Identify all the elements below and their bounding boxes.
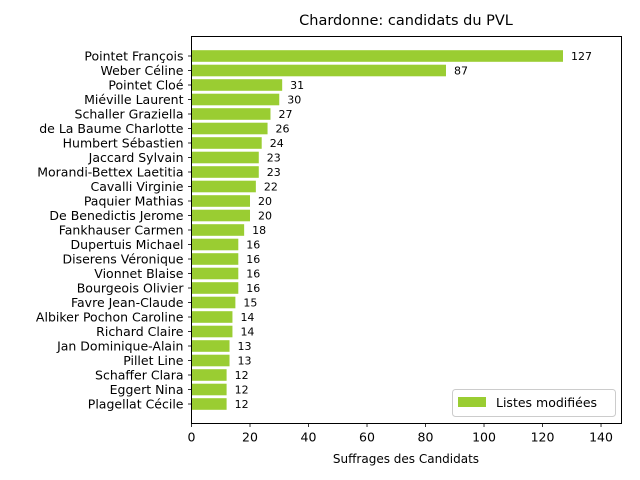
category-label: Bourgeois Olivier	[77, 281, 185, 296]
bar	[191, 79, 283, 91]
value-label: 127	[571, 50, 592, 63]
bar	[191, 122, 268, 135]
category-label: Pillet Line	[123, 353, 184, 368]
value-label: 13	[238, 355, 252, 368]
bar	[191, 296, 236, 309]
legend: Listes modifiées	[452, 389, 616, 417]
x-tick-label: 140	[589, 430, 613, 445]
value-label: 12	[235, 369, 249, 382]
axes-frame	[191, 36, 622, 424]
bar	[191, 195, 251, 207]
bar	[191, 137, 262, 149]
value-label: 27	[278, 108, 292, 121]
legend-entry-label: Listes modifiées	[496, 395, 597, 410]
bar	[191, 354, 230, 367]
category-label: Albiker Pochon Caroline	[36, 310, 184, 325]
value-label: 13	[238, 340, 252, 353]
value-label: 30	[287, 94, 301, 107]
bar	[191, 166, 259, 178]
bar	[191, 340, 230, 352]
category-label: Richard Claire	[96, 324, 184, 339]
value-label: 31	[290, 79, 304, 92]
category-label: Pointet Cloé	[108, 78, 183, 93]
x-tick-label: 40	[301, 430, 317, 445]
x-tick-label: 20	[242, 430, 258, 445]
value-labels-group: 1278731302726242323222020181616161615141…	[235, 50, 592, 411]
bar	[191, 209, 251, 222]
category-label: Diserens Véronique	[63, 252, 184, 267]
x-axis-label: Suffrages des Candidats	[333, 452, 479, 466]
value-label: 87	[454, 65, 468, 78]
bar	[191, 180, 256, 193]
bar	[191, 267, 239, 280]
bar	[191, 282, 239, 294]
category-label: Vionnet Blaise	[94, 266, 184, 281]
bar	[191, 224, 245, 236]
bar	[191, 398, 227, 410]
value-label: 16	[246, 282, 260, 295]
x-tick-label: 0	[188, 430, 196, 445]
bar	[191, 50, 563, 62]
bar	[191, 383, 227, 396]
category-label: Fankhauser Carmen	[59, 223, 184, 238]
bar	[191, 325, 233, 338]
category-label: Weber Céline	[100, 63, 183, 78]
x-tick-label: 120	[531, 430, 555, 445]
x-tick-label: 80	[418, 430, 434, 445]
value-label: 16	[246, 268, 260, 281]
value-label: 15	[243, 297, 257, 310]
bar	[191, 253, 239, 265]
category-label: Humbert Sébastien	[63, 136, 184, 151]
category-label: Cavalli Virginie	[91, 179, 184, 194]
category-label: Jan Dominique-Alain	[56, 339, 183, 354]
value-label: 14	[240, 311, 254, 324]
legend-swatch	[458, 397, 486, 407]
value-label: 14	[240, 326, 254, 339]
category-label: De Benedictis Jerome	[49, 208, 183, 223]
category-label: Schaller Graziella	[75, 107, 184, 122]
category-label: Favre Jean-Claude	[71, 295, 184, 310]
bar	[191, 238, 239, 251]
value-label: 12	[235, 384, 249, 397]
x-axis-ticks-group: 0 20 40 60 80 100 120 140	[188, 423, 613, 445]
category-label: Schaffer Clara	[95, 368, 183, 383]
bar	[191, 311, 233, 323]
value-label: 24	[270, 137, 284, 150]
category-label: Miéville Laurent	[84, 92, 183, 107]
value-label: 23	[267, 166, 281, 179]
bar	[191, 64, 446, 77]
category-label: Paquier Mathias	[84, 194, 184, 209]
category-label: Dupertuis Michael	[71, 237, 184, 252]
category-label: Plagellat Cécile	[88, 397, 184, 412]
value-label: 23	[267, 152, 281, 165]
x-tick-label: 100	[472, 430, 496, 445]
value-label: 20	[258, 210, 272, 223]
value-label: 12	[235, 398, 249, 411]
value-label: 22	[264, 181, 278, 194]
value-label: 20	[258, 195, 272, 208]
category-label: Morandi-Bettex Laetitia	[37, 165, 183, 180]
category-label: Pointet François	[84, 49, 183, 64]
bar	[191, 108, 271, 120]
value-label: 16	[246, 239, 260, 252]
value-label: 18	[252, 224, 266, 237]
bar	[191, 93, 280, 106]
value-label: 26	[276, 123, 290, 136]
category-label: de La Baume Charlotte	[39, 121, 184, 136]
x-tick-label: 60	[359, 430, 375, 445]
category-label: Jaccard Sylvain	[88, 150, 184, 165]
bar	[191, 151, 259, 164]
bars-group	[191, 50, 563, 410]
legend-box	[452, 389, 616, 417]
bar	[191, 369, 227, 381]
category-label: Eggert Nina	[110, 382, 184, 397]
chart-title: Chardonne: candidats du PVL	[299, 13, 513, 29]
value-label: 16	[246, 253, 260, 266]
